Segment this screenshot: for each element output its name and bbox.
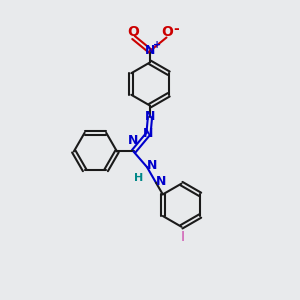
Text: N: N: [145, 44, 155, 58]
Text: N: N: [143, 127, 154, 140]
Text: O: O: [127, 25, 139, 39]
Text: N: N: [128, 134, 138, 148]
Text: N: N: [145, 110, 155, 124]
Text: O: O: [161, 25, 173, 39]
Text: N: N: [156, 175, 167, 188]
Text: +: +: [152, 40, 161, 50]
Text: -: -: [173, 22, 179, 35]
Text: H: H: [134, 173, 143, 184]
Text: N: N: [147, 159, 158, 172]
Text: I: I: [181, 230, 185, 244]
